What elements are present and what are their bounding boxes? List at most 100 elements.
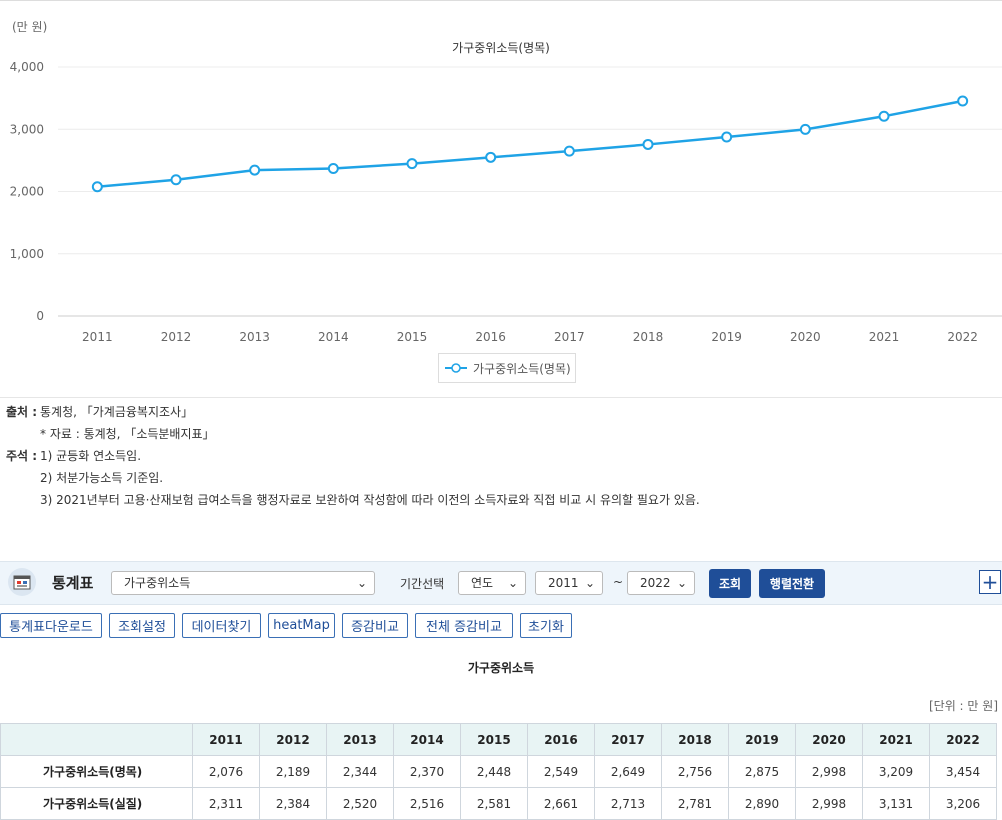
chart-title: 가구중위소득(명목) [452,41,550,55]
table-cell: 2,311 [192,787,260,820]
table-cell: 2,998 [795,787,863,820]
table-header-year[interactable]: 2021 [862,723,930,756]
table-header-corner [0,723,193,756]
table-header-year[interactable]: 2016 [527,723,595,756]
table-cell: 2,649 [594,755,662,788]
data-point [799,123,811,135]
table-header-year[interactable]: 2013 [326,723,394,756]
source-key: 출처 : [6,405,38,419]
note-1: 1) 균등화 연소득임. [40,449,142,463]
change-compare-button[interactable]: 증감비교 [342,613,408,638]
data-point [91,181,103,193]
item-select-value: 가구중위소득 [124,576,191,590]
expand-plus-icon[interactable]: + [979,570,1001,594]
note-2: 2) 처분가능소득 기준임. [40,471,164,485]
table-cell: 2,370 [393,755,461,788]
table-calendar-icon [8,568,36,596]
data-point [327,162,339,174]
y-tick-label: 3,000 [10,122,44,136]
chart-legend[interactable]: 가구중위소득(명목) [438,353,576,383]
table-header-year[interactable]: 2017 [594,723,662,756]
x-tick-label: 2016 [475,330,506,344]
table-cell: 2,581 [460,787,528,820]
table-cell: 2,890 [728,787,796,820]
x-tick-label: 2014 [318,330,349,344]
y-tick-label: 4,000 [10,60,44,74]
table-header-year[interactable]: 2011 [192,723,260,756]
find-data-button[interactable]: 데이터찾기 [182,613,261,638]
y-tick-label: 0 [36,309,44,323]
table-cell: 3,454 [929,755,997,788]
toolbar-title: 통계표 [52,574,94,592]
chevron-down-icon: ⌄ [507,576,518,590]
table-cell: 2,756 [661,755,729,788]
notes-key: 주석 : [6,449,38,463]
chevron-down-icon: ⌄ [356,576,367,590]
legend-label: 가구중위소득(명목) [473,361,571,376]
item-select[interactable]: 가구중위소득 ⌄ [111,571,375,595]
note-3: 3) 2021년부터 고용·산재보험 급여소득을 행정자료로 보완하여 작성함에… [40,493,700,507]
table-cell: 3,131 [862,787,930,820]
table-cell: 2,344 [326,755,394,788]
table-cell: 2,516 [393,787,461,820]
x-tick-label: 2018 [633,330,664,344]
legend-line-marker-icon [445,363,467,373]
all-change-compare-button[interactable]: 전체 증감비교 [415,613,513,638]
line-chart: 0 1,000 2,000 3,000 4,000 2011 2012 2013 2014 201… [10,60,1002,344]
section-divider [0,397,1002,398]
chart-area: (만 원) 가구중위소득(명목) 0 1,000 2,000 3,000 4,000 20… [0,0,1002,391]
table-title: 가구중위소득 [467,661,535,675]
table-unit: [단위 : 만 원] [928,699,998,713]
notes-section: 출처 : 통계청, 「가계금융복지조사」 * 자료 : 통계청, 「소득분배지표… [6,401,700,511]
table-row: 가구중위소득(실질) 2,311 2,384 2,520 2,516 2,581 2,661… [0,787,997,820]
transpose-button[interactable]: 행렬전환 [759,569,825,598]
x-tick-label: 2020 [790,330,821,344]
from-year-value: 2011 [548,576,579,590]
table-cell: 2,189 [259,755,327,788]
table-cell: 2,076 [192,755,260,788]
x-tick-label: 2019 [711,330,742,344]
chevron-down-icon: ⌄ [676,576,687,590]
table-cell: 2,661 [527,787,595,820]
period-type-select[interactable]: 연도 ⌄ [458,571,526,595]
search-button[interactable]: 조회 [709,569,751,598]
table-header-year[interactable]: 2012 [259,723,327,756]
row-label: 가구중위소득(명목) [0,755,193,788]
table-header-year[interactable]: 2014 [393,723,461,756]
settings-button[interactable]: 조회설정 [109,613,175,638]
table-cell: 2,713 [594,787,662,820]
data-point [249,164,261,176]
range-tilde: ~ [613,575,624,589]
table-header-year[interactable]: 2020 [795,723,863,756]
period-label: 기간선택 [400,577,445,591]
to-year-select[interactable]: 2022 ⌄ [627,571,695,595]
source-sub-text: * 자료 : 통계청, 「소득분배지표」 [40,427,215,441]
x-tick-label: 2015 [397,330,428,344]
data-point [406,158,418,170]
from-year-select[interactable]: 2011 ⌄ [535,571,603,595]
table-header-year[interactable]: 2018 [661,723,729,756]
table-header-year[interactable]: 2015 [460,723,528,756]
y-tick-label: 2,000 [10,185,44,199]
table-cell: 2,875 [728,755,796,788]
stats-table-toolbar: 통계표 가구중위소득 ⌄ 기간선택 연도 ⌄ 2011 ⌄ ~ 2022 ⌄ 조… [0,561,1002,605]
x-tick-label: 2013 [239,330,270,344]
table-header-year[interactable]: 2019 [728,723,796,756]
table-cell: 2,549 [527,755,595,788]
data-point [485,151,497,163]
table-cell: 2,384 [259,787,327,820]
x-tick-label: 2017 [554,330,585,344]
reset-button[interactable]: 초기화 [520,613,572,638]
data-point [642,138,654,150]
table-row: 가구중위소득(명목) 2,076 2,189 2,344 2,370 2,448 2,549… [0,755,997,788]
row-label: 가구중위소득(실질) [0,787,193,820]
table-header-year[interactable]: 2022 [929,723,997,756]
data-point [170,174,182,186]
data-point [563,145,575,157]
source-text: 통계청, 「가계금융복지조사」 [40,405,194,419]
x-tick-label: 2011 [82,330,113,344]
x-tick-label: 2012 [161,330,192,344]
heatmap-button[interactable]: heatMap [268,613,335,638]
data-point [878,110,890,122]
download-button[interactable]: 통계표다운로드 [0,613,102,638]
